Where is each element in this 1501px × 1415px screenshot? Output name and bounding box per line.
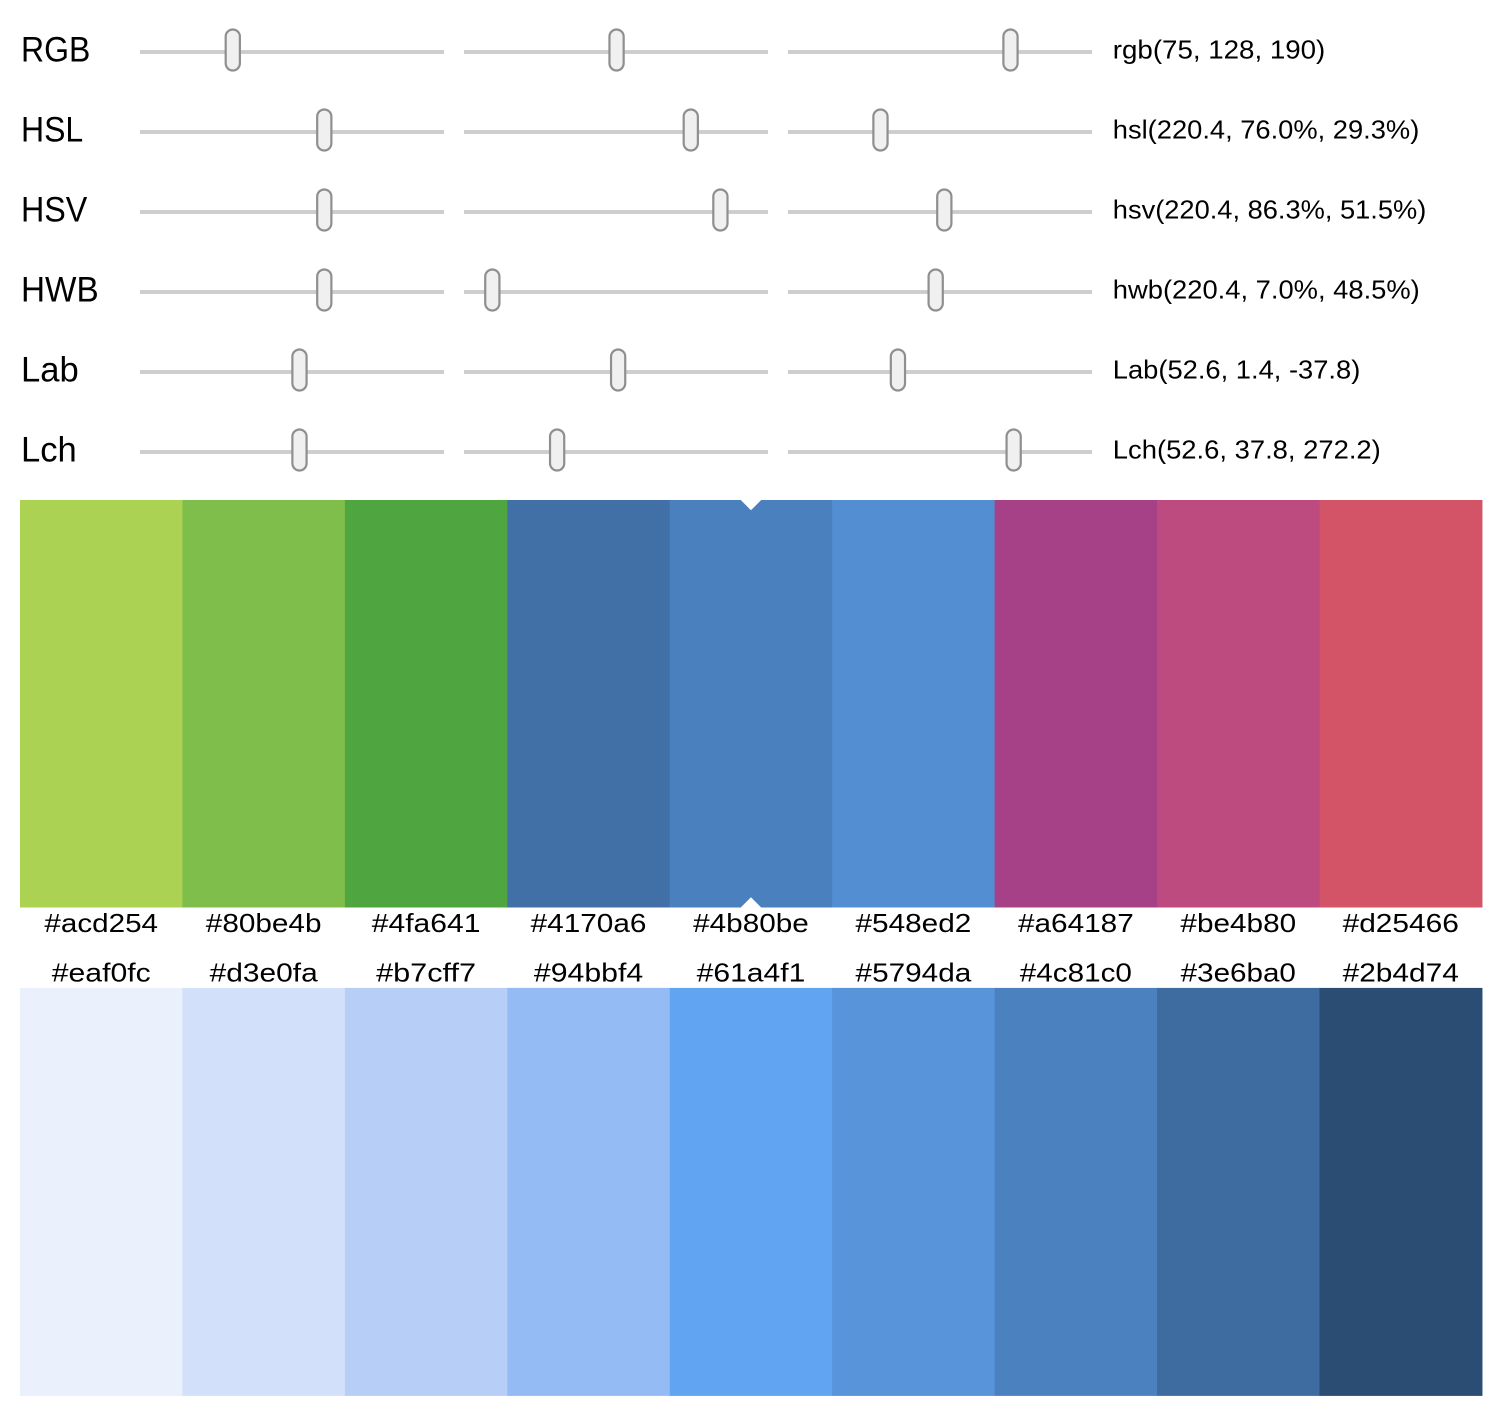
svg-text:#4170a6: #4170a6 xyxy=(531,910,647,938)
svg-text:Lab: Lab xyxy=(21,351,79,390)
svg-text:Lch: Lch xyxy=(21,431,77,470)
svg-text:#80be4b: #80be4b xyxy=(206,910,322,938)
svg-text:hsv(220.4, 86.3%, 51.5%): hsv(220.4, 86.3%, 51.5%) xyxy=(1113,196,1427,224)
svg-text:rgb(75, 128, 190): rgb(75, 128, 190) xyxy=(1113,36,1326,64)
svg-text:#4c81c0: #4c81c0 xyxy=(1020,959,1132,987)
svg-text:Lch(52.6, 37.8, 272.2): Lch(52.6, 37.8, 272.2) xyxy=(1113,436,1381,464)
svg-text:#be4b80: #be4b80 xyxy=(1180,910,1296,938)
svg-text:#4b80be: #4b80be xyxy=(693,910,809,938)
svg-text:#2b4d74: #2b4d74 xyxy=(1343,959,1459,987)
svg-text:Lab(52.6, 1.4, -37.8): Lab(52.6, 1.4, -37.8) xyxy=(1113,356,1361,384)
svg-text:#4fa641: #4fa641 xyxy=(372,910,481,938)
svg-text:HWB: HWB xyxy=(21,271,99,310)
svg-text:#548ed2: #548ed2 xyxy=(856,910,972,938)
svg-text:#b7cff7: #b7cff7 xyxy=(376,959,476,987)
svg-text:#d3e0fa: #d3e0fa xyxy=(210,959,319,987)
svg-text:#5794da: #5794da xyxy=(856,959,973,987)
svg-text:HSL: HSL xyxy=(21,111,83,150)
svg-text:hsl(220.4, 76.0%, 29.3%): hsl(220.4, 76.0%, 29.3%) xyxy=(1113,116,1420,144)
svg-text:HSV: HSV xyxy=(21,191,88,230)
svg-text:#d25466: #d25466 xyxy=(1343,910,1459,938)
svg-text:#94bbf4: #94bbf4 xyxy=(534,959,643,987)
svg-text:#61a4f1: #61a4f1 xyxy=(697,959,806,987)
svg-text:#eaf0fc: #eaf0fc xyxy=(52,959,151,987)
svg-text:#a64187: #a64187 xyxy=(1018,910,1134,938)
svg-text:#acd254: #acd254 xyxy=(44,910,158,938)
svg-text:RGB: RGB xyxy=(21,31,90,70)
svg-text:hwb(220.4, 7.0%, 48.5%): hwb(220.4, 7.0%, 48.5%) xyxy=(1113,276,1420,304)
svg-text:#3e6ba0: #3e6ba0 xyxy=(1181,959,1296,987)
